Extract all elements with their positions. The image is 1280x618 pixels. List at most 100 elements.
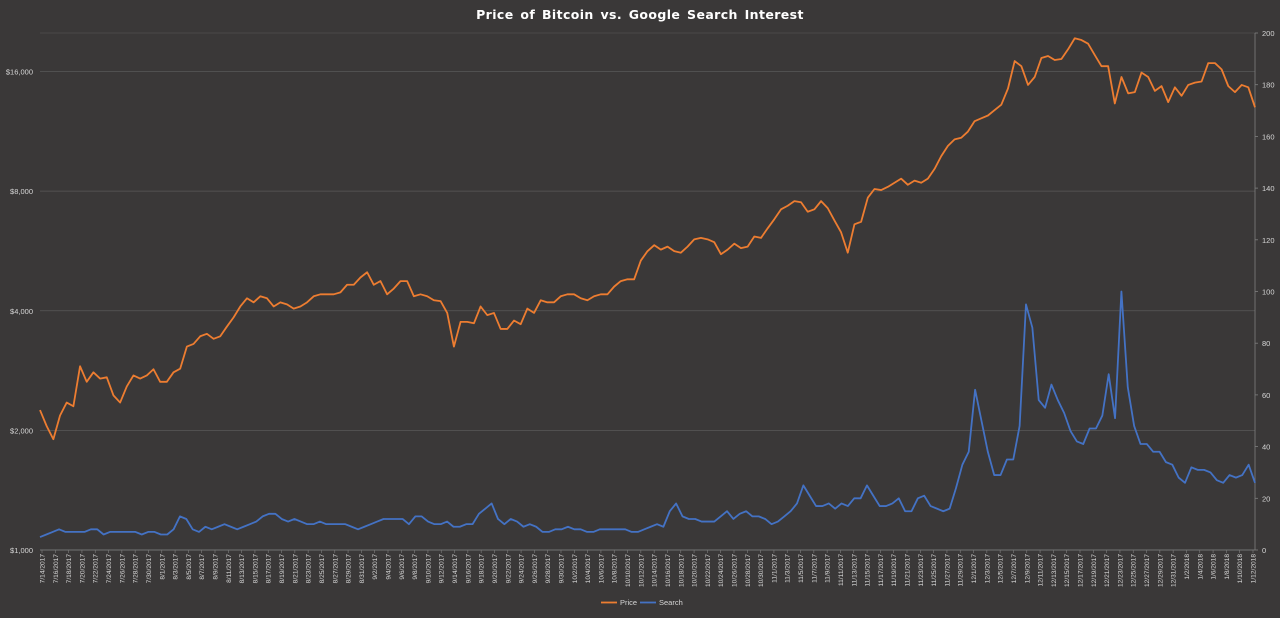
legend-label-search: Search [659,598,683,607]
x-tick-label: 12/5/2017 [998,554,1005,584]
x-tick-label: 12/17/2017 [1078,554,1085,587]
right-tick-label: 20 [1262,494,1270,503]
right-axis: 0 20 40 60 80 100 120 140 160 180 200 [1254,29,1275,555]
x-tick-label: 7/28/2017 [133,554,140,584]
x-tick-label: 10/24/2017 [718,554,725,587]
series-line-search [39,290,1256,538]
x-tick-label: 11/23/2017 [918,554,925,587]
x-tick-label: 8/19/2017 [279,554,286,584]
x-tick-label: 12/11/2017 [1038,554,1045,587]
x-tick-label: 9/20/2017 [492,554,499,584]
x-tick-label: 8/21/2017 [292,554,299,584]
x-tick-label: 11/25/2017 [931,554,938,587]
x-tick-label: 9/8/2017 [412,554,419,580]
x-tick-label: 8/15/2017 [252,554,259,584]
x-tick-label: 12/1/2017 [971,554,978,584]
x-tick-label: 9/6/2017 [399,554,406,580]
x-tick-label: 12/21/2017 [1104,554,1111,587]
x-tick-label: 7/16/2017 [53,554,60,584]
left-tick-label: $8,000 [10,187,33,196]
x-tick-label: 8/9/2017 [213,554,220,580]
x-tick-label: 12/9/2017 [1024,554,1031,584]
x-tick-label: 9/24/2017 [519,554,526,584]
x-tick-label: 12/13/2017 [1051,554,1058,587]
x-tick-label: 12/27/2017 [1144,554,1151,587]
x-tick-label: 7/20/2017 [79,554,86,584]
x-tick-label: 10/6/2017 [598,554,605,584]
x-tick-label: 11/11/2017 [838,554,845,586]
x-tick-label: 7/24/2017 [106,554,113,584]
left-tick-label: $4,000 [10,307,33,316]
x-tick-label: 10/8/2017 [612,554,619,584]
x-tick-label: 11/1/2017 [771,554,778,583]
x-tick-label: 8/7/2017 [199,554,206,580]
x-tick-label: 9/14/2017 [452,554,459,584]
x-tick-label: 1/4/2018 [1197,554,1204,580]
x-tick-label: 10/22/2017 [705,554,712,587]
x-tick-label: 8/29/2017 [346,554,353,584]
x-tick-label: 1/12/2018 [1251,554,1258,584]
x-tick-label: 12/3/2017 [984,554,991,584]
x-tick-label: 9/22/2017 [505,554,512,584]
x-tick-label: 10/28/2017 [745,554,752,587]
right-tick-label: 140 [1262,184,1275,193]
x-tick-label: 8/5/2017 [186,554,193,580]
x-tick-label: 10/14/2017 [652,554,659,587]
x-tick-label: 8/11/2017 [226,554,233,583]
right-tick-label: 80 [1262,339,1270,348]
x-tick-label: 12/19/2017 [1091,554,1098,587]
right-tick-label: 180 [1262,81,1275,90]
x-tick-label: 11/15/2017 [865,554,872,587]
x-tick-label: 10/4/2017 [585,554,592,584]
x-tick-label: 7/22/2017 [93,554,100,584]
x-tick-label: 7/26/2017 [119,554,126,584]
right-tick-label: 0 [1262,546,1266,555]
x-tick-label: 10/16/2017 [665,554,672,587]
legend: Price Search [601,598,683,607]
x-tick-label: 8/25/2017 [319,554,326,584]
x-tick-label: 11/19/2017 [891,554,898,587]
x-tick-label: 12/15/2017 [1064,554,1071,587]
gridlines [40,32,1255,551]
series-line-price [39,37,1256,441]
x-tick-label: 11/13/2017 [851,554,858,587]
x-tick-label: 7/18/2017 [66,554,73,584]
x-tick-label: 10/2/2017 [572,554,579,584]
x-tick-label: 12/23/2017 [1117,554,1124,587]
x-tick-label: 8/31/2017 [359,554,366,584]
x-tick-label: 10/10/2017 [625,554,632,587]
x-tick-label: 10/26/2017 [732,554,739,587]
x-tick-label: 7/30/2017 [146,554,153,584]
x-tick-label: 8/27/2017 [332,554,339,584]
x-tick-label: 12/7/2017 [1011,554,1018,584]
x-tick-label: 8/3/2017 [173,554,180,580]
x-tick-label: 8/23/2017 [306,554,313,584]
x-tick-label: 11/7/2017 [811,554,818,583]
x-tick-label: 9/30/2017 [559,554,566,584]
x-tick-label: 10/30/2017 [758,554,765,587]
x-tick-label: 12/31/2017 [1171,554,1178,587]
x-tick-label: 1/6/2018 [1211,554,1218,580]
x-tick-label: 10/20/2017 [692,554,699,587]
x-tick-label: 9/16/2017 [465,554,472,584]
right-tick-label: 40 [1262,443,1270,452]
x-tick-label: 8/1/2017 [159,554,166,580]
x-axis: 7/14/2017 7/16/2017 7/18/2017 7/20/2017 7/22… [40,549,1258,587]
x-tick-label: 1/2/2018 [1184,554,1191,580]
x-tick-label: 7/14/2017 [40,554,47,584]
x-tick-label: 9/10/2017 [425,554,432,584]
x-tick-label: 11/3/2017 [785,554,792,583]
series-lines [39,37,1256,538]
left-tick-label: $16,000 [6,68,33,77]
x-tick-label: 11/29/2017 [958,554,965,587]
x-tick-label: 9/28/2017 [545,554,552,584]
x-tick-label: 11/21/2017 [905,554,912,587]
x-tick-label: 12/29/2017 [1157,554,1164,587]
x-tick-label: 9/18/2017 [479,554,486,584]
x-tick-label: 10/12/2017 [638,554,645,587]
x-tick-label: 1/10/2018 [1237,554,1244,584]
x-tick-label: 9/12/2017 [439,554,446,584]
x-tick-label: 9/2/2017 [372,554,379,580]
